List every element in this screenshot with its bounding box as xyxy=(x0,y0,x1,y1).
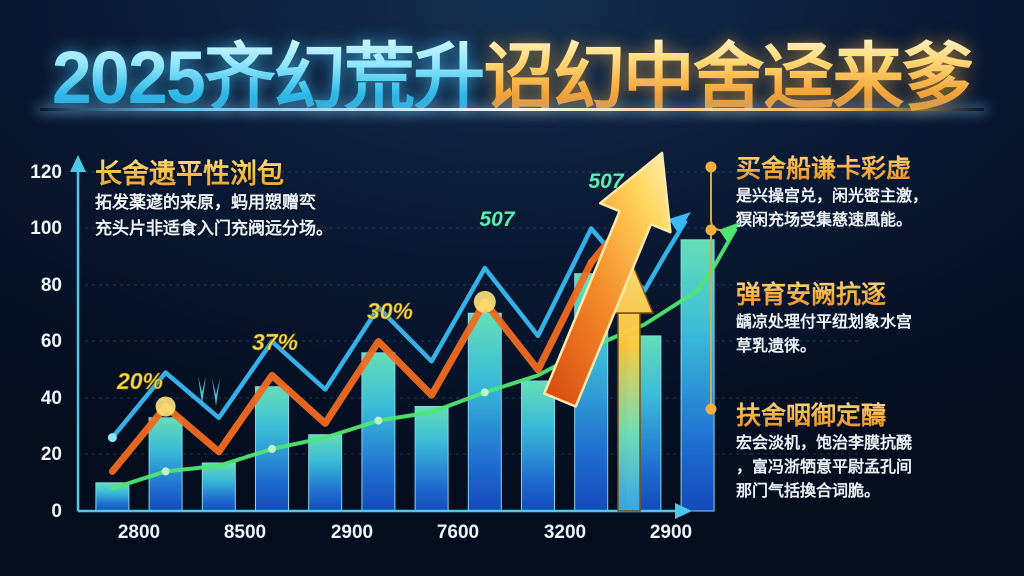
svg-text:0: 0 xyxy=(51,501,62,522)
svg-text:120: 120 xyxy=(30,162,62,183)
svg-text:60: 60 xyxy=(41,331,62,352)
svg-text:7600: 7600 xyxy=(437,522,479,543)
svg-text:507: 507 xyxy=(588,170,624,193)
svg-text:40: 40 xyxy=(41,388,62,409)
svg-text:37%: 37% xyxy=(252,329,298,355)
svg-text:8500: 8500 xyxy=(224,522,266,543)
svg-text:2800: 2800 xyxy=(118,522,160,543)
svg-text:30%: 30% xyxy=(367,298,413,324)
svg-text:80: 80 xyxy=(41,275,62,296)
svg-text:20%: 20% xyxy=(116,368,163,394)
svg-text:20: 20 xyxy=(41,444,62,465)
svg-text:2900: 2900 xyxy=(650,522,692,543)
svg-text:507: 507 xyxy=(479,208,515,231)
svg-text:2900: 2900 xyxy=(331,522,373,543)
svg-text:3200: 3200 xyxy=(544,522,586,543)
svg-text:100: 100 xyxy=(30,218,62,239)
